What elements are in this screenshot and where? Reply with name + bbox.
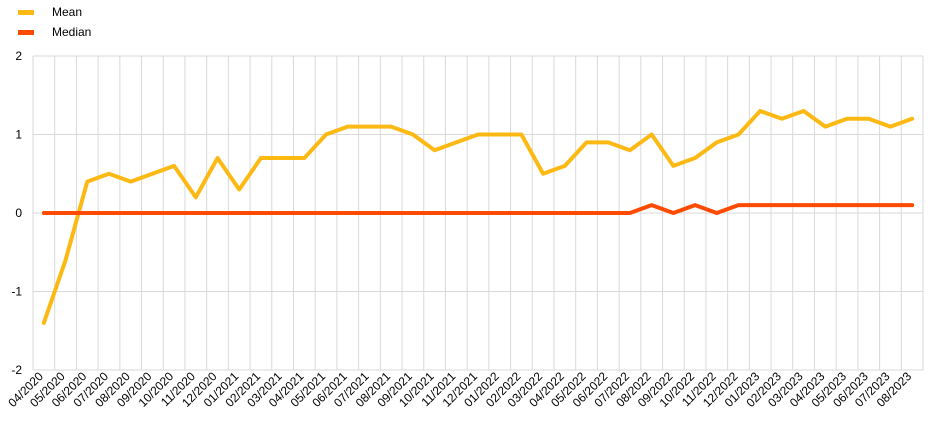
legend-swatch-median xyxy=(18,29,34,35)
legend-label-median: Median xyxy=(52,25,92,39)
legend-item-median: Median xyxy=(18,22,91,42)
legend: Mean Median xyxy=(18,2,91,42)
y-tick-label: -2 xyxy=(11,363,22,377)
y-tick-label: 1 xyxy=(15,128,22,142)
y-tick-label: 2 xyxy=(15,49,22,63)
legend-label-mean: Mean xyxy=(52,5,83,19)
legend-swatch-mean xyxy=(18,9,34,15)
legend-item-mean: Mean xyxy=(18,2,91,22)
y-tick-label: 0 xyxy=(15,206,22,220)
series-line-mean xyxy=(41,108,915,325)
y-tick-label: -1 xyxy=(11,285,22,299)
series-line-median xyxy=(41,203,915,215)
